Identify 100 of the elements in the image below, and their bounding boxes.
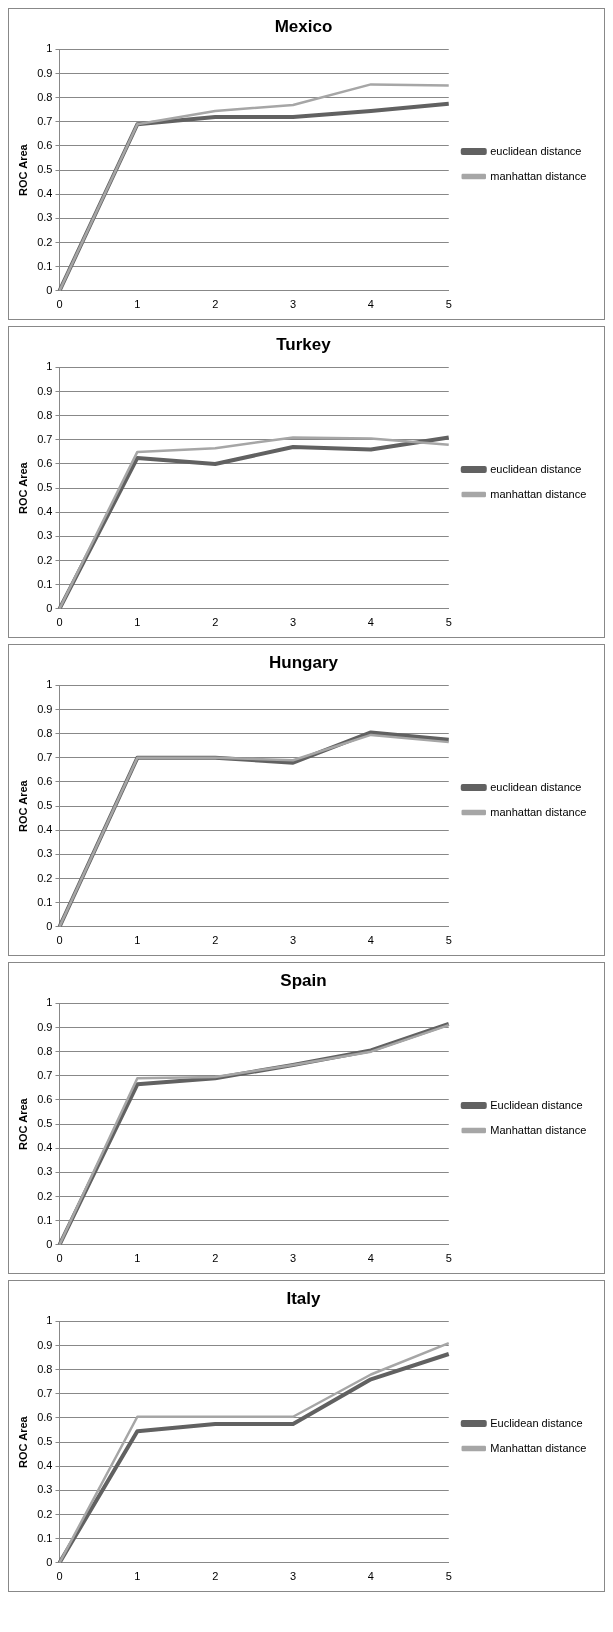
y-tick-label: 0.6: [37, 1410, 53, 1423]
legend-label: euclidean distance: [490, 144, 582, 157]
y-tick-label: 0.1: [37, 1531, 53, 1544]
x-tick-label: 5: [445, 298, 452, 311]
x-tick-label: 2: [212, 298, 219, 311]
y-tick-label: 0.8: [37, 90, 53, 103]
x-tick-label: 3: [289, 1252, 297, 1265]
y-tick-label: 0.6: [37, 1092, 53, 1105]
y-tick-label: 0.6: [37, 138, 53, 151]
y-tick-label: 0.4: [37, 505, 53, 518]
y-tick-label: 0.5: [37, 1435, 53, 1448]
chart-title: Mexico: [274, 16, 333, 36]
y-tick-label: 0.2: [37, 235, 53, 248]
x-tick-label: 4: [367, 934, 374, 947]
y-tick-label: 0.9: [37, 66, 53, 79]
x-tick-label: 2: [212, 1252, 219, 1265]
x-tick-label: 0: [56, 1252, 63, 1265]
y-tick-label: 0.1: [37, 259, 53, 272]
y-tick-label: 0: [46, 601, 53, 614]
x-tick-label: 5: [445, 1570, 452, 1583]
y-tick-label: 0.2: [37, 871, 53, 884]
y-tick-label: 0: [46, 919, 53, 932]
x-tick-label: 3: [289, 934, 297, 947]
x-tick-label: 2: [212, 934, 219, 947]
x-tick-label: 1: [134, 1252, 141, 1265]
y-tick-label: 0: [46, 1555, 53, 1568]
x-tick-label: 1: [134, 298, 141, 311]
legend-label: euclidean distance: [490, 462, 582, 475]
y-tick-label: 0.3: [37, 847, 53, 860]
x-tick-label: 3: [289, 298, 297, 311]
y-tick-label: 0.3: [37, 1483, 53, 1496]
x-tick-label: 0: [56, 616, 63, 629]
x-tick-label: 4: [367, 1252, 374, 1265]
y-tick-label: 0.9: [37, 1338, 53, 1351]
x-tick-label: 5: [445, 1252, 452, 1265]
y-tick-label: 0.1: [37, 895, 53, 908]
y-axis-title: ROC Area: [16, 461, 29, 514]
chart-title: Spain: [280, 970, 327, 990]
x-tick-label: 5: [445, 934, 452, 947]
y-axis-title: ROC Area: [16, 1097, 29, 1150]
y-tick-label: 0.7: [37, 114, 53, 127]
y-tick-label: 1: [46, 678, 53, 691]
y-tick-label: 0.9: [37, 384, 53, 397]
y-axis-title: ROC Area: [16, 143, 29, 196]
y-tick-label: 0: [46, 1237, 53, 1250]
y-tick-label: 0.6: [37, 456, 53, 469]
y-tick-label: 0.9: [37, 702, 53, 715]
legend-label: Manhattan distance: [490, 1123, 587, 1136]
x-tick-label: 5: [445, 616, 452, 629]
y-tick-label: 0.1: [37, 577, 53, 590]
x-tick-label: 4: [367, 298, 374, 311]
y-tick-label: 0.4: [37, 1459, 53, 1472]
y-tick-label: 0.8: [37, 1044, 53, 1057]
x-tick-label: 0: [56, 934, 63, 947]
x-tick-label: 1: [134, 934, 141, 947]
y-axis-title: ROC Area: [16, 1415, 29, 1468]
y-tick-label: 0.9: [37, 1020, 53, 1033]
legend-label: manhattan distance: [490, 805, 587, 818]
y-tick-label: 0.5: [37, 799, 53, 812]
y-tick-label: 0.5: [37, 481, 53, 494]
chart-title: Hungary: [269, 652, 339, 672]
y-tick-label: 0.8: [37, 726, 53, 739]
legend-label: Euclidean distance: [490, 1416, 583, 1429]
y-tick-label: 1: [46, 42, 53, 55]
x-tick-label: 3: [289, 616, 297, 629]
y-tick-label: 0.4: [37, 187, 53, 200]
legend-label: euclidean distance: [490, 780, 582, 793]
y-tick-label: 0.3: [37, 529, 53, 542]
y-tick-label: 0: [46, 283, 53, 296]
y-tick-label: 0.2: [37, 1507, 53, 1520]
y-tick-label: 1: [46, 1314, 53, 1327]
y-tick-label: 0.2: [37, 1189, 53, 1202]
y-tick-label: 0.7: [37, 1386, 53, 1399]
y-tick-label: 0.4: [37, 1141, 53, 1154]
y-tick-label: 1: [46, 996, 53, 1009]
y-tick-label: 1: [46, 360, 53, 373]
x-tick-label: 1: [134, 1570, 141, 1583]
x-tick-label: 2: [212, 616, 219, 629]
x-tick-label: 3: [289, 1570, 297, 1583]
x-tick-label: 1: [134, 616, 141, 629]
y-tick-label: 0.5: [37, 1117, 53, 1130]
x-tick-label: 0: [56, 298, 63, 311]
y-tick-label: 0.3: [37, 211, 53, 224]
chart-title: Turkey: [276, 334, 332, 354]
y-tick-label: 0.7: [37, 750, 53, 763]
y-tick-label: 0.7: [37, 432, 53, 445]
y-tick-label: 0.2: [37, 553, 53, 566]
x-tick-label: 4: [367, 616, 374, 629]
y-tick-label: 0.8: [37, 408, 53, 421]
y-tick-label: 0.5: [37, 163, 53, 176]
legend-label: manhattan distance: [490, 169, 587, 182]
y-axis-title: ROC Area: [16, 779, 29, 832]
x-tick-label: 0: [56, 1570, 63, 1583]
y-tick-label: 0.4: [37, 823, 53, 836]
y-tick-label: 0.7: [37, 1068, 53, 1081]
y-tick-label: 0.6: [37, 774, 53, 787]
y-tick-label: 0.8: [37, 1362, 53, 1375]
x-tick-label: 2: [212, 1570, 219, 1583]
x-tick-label: 4: [367, 1570, 374, 1583]
legend-label: Euclidean distance: [490, 1098, 583, 1111]
